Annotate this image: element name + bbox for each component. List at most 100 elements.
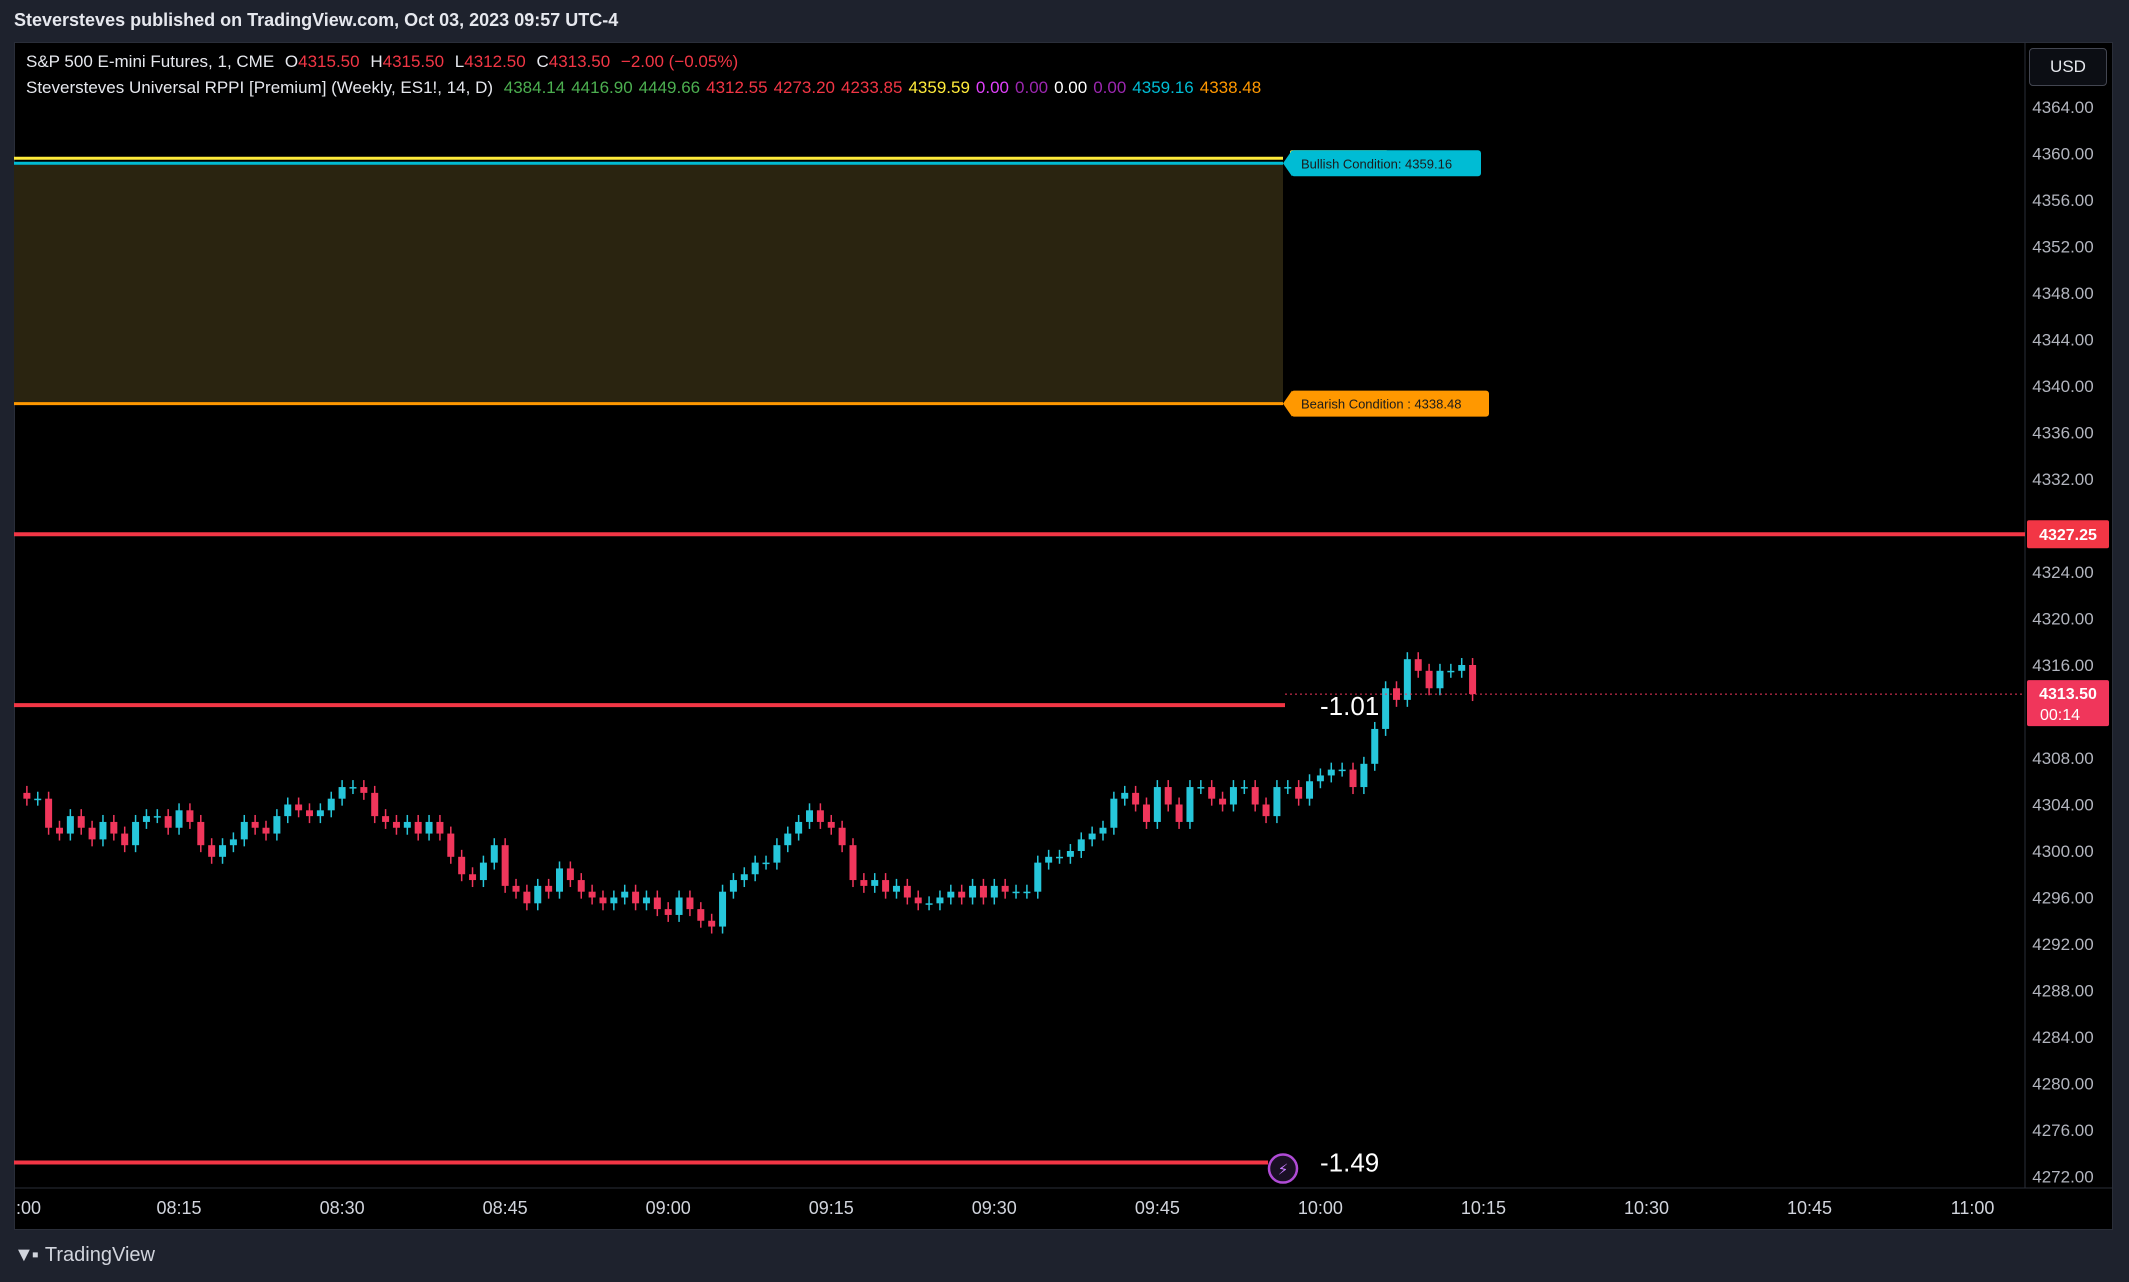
- y-tick-label: 4352.00: [2032, 238, 2093, 257]
- candle: [458, 856, 466, 875]
- candle: [566, 868, 574, 881]
- candle: [490, 845, 498, 863]
- candle: [501, 845, 509, 886]
- candle: [545, 885, 553, 892]
- candle: [708, 920, 716, 927]
- footer: [0, 1230, 2129, 1282]
- candle: [110, 821, 118, 834]
- candle: [34, 798, 42, 801]
- lightning-icon[interactable]: [1267, 1153, 1299, 1184]
- candle: [838, 827, 846, 846]
- x-tick-label: 10:30: [1624, 1198, 1669, 1218]
- candle: [1251, 787, 1259, 805]
- y-tick-label: 4304.00: [2032, 796, 2093, 815]
- candle: [240, 821, 248, 840]
- candle: [1403, 659, 1411, 700]
- y-tick-label: 4356.00: [2032, 191, 2093, 210]
- indicator-value: 4449.66: [638, 78, 701, 97]
- candle: [1034, 862, 1042, 892]
- candle: [164, 816, 172, 828]
- candle: [186, 810, 194, 822]
- candle: [1066, 851, 1074, 857]
- indicator-value: 0.00: [1015, 78, 1049, 97]
- x-tick-label: 10:45: [1787, 1198, 1832, 1218]
- indicator-value: 4233.85: [841, 78, 903, 97]
- high-label: H: [370, 52, 383, 71]
- condition-zone: [14, 163, 1283, 404]
- indicator-value: 0.00: [1054, 78, 1088, 97]
- candle: [1240, 787, 1248, 789]
- publish-line: Steversteves published on TradingView.co…: [14, 10, 619, 30]
- candle: [251, 821, 259, 828]
- candle: [403, 821, 411, 828]
- candle: [349, 787, 357, 789]
- indicator-value: 4359.59: [908, 78, 970, 97]
- candle: [1132, 792, 1140, 805]
- y-tick-label: 4348.00: [2032, 284, 2093, 303]
- candle: [88, 827, 96, 840]
- x-tick-label: 08:30: [320, 1198, 365, 1218]
- candle: [425, 821, 433, 834]
- candle: [1208, 787, 1216, 799]
- x-tick-label: 08:45: [483, 1198, 528, 1218]
- candle: [1327, 769, 1335, 776]
- candle: [55, 827, 63, 834]
- indicator-value: 0.00: [1093, 78, 1127, 97]
- candle: [577, 880, 585, 892]
- indicator-name[interactable]: Steversteves Universal RPPI [Premium] (W…: [26, 78, 494, 97]
- candle: [316, 810, 324, 817]
- candle: [1088, 833, 1096, 840]
- candle: [1110, 798, 1118, 828]
- x-tick-label: 10:00: [1298, 1198, 1343, 1218]
- candle: [1012, 891, 1020, 894]
- candle: [1164, 787, 1172, 805]
- candle: [784, 833, 792, 846]
- candle: [664, 909, 672, 915]
- candle: [512, 885, 520, 892]
- candle: [1469, 665, 1477, 695]
- y-tick-label: 4276.00: [2032, 1121, 2093, 1140]
- x-tick-label: :00: [16, 1198, 41, 1218]
- x-tick-label: 10:15: [1461, 1198, 1506, 1218]
- candle: [262, 827, 270, 834]
- candle: [925, 903, 933, 905]
- candle: [621, 891, 629, 898]
- candle: [882, 880, 890, 892]
- candle: [675, 897, 683, 915]
- candle: [219, 845, 227, 857]
- tradingview-logo[interactable]: ▼▪ TradingView: [14, 1244, 155, 1267]
- candle: [77, 816, 85, 828]
- x-tick-label: 11:00: [1951, 1198, 1995, 1218]
- symbol-name[interactable]: S&P 500 E-mini Futures, 1, CME: [26, 52, 275, 71]
- y-tick-label: 4280.00: [2032, 1075, 2093, 1094]
- resistance-price-tag-bg: [2027, 520, 2109, 549]
- candle: [892, 885, 900, 892]
- resistance-price-tag: 4327.25: [2039, 527, 2097, 544]
- y-tick-label: 4364.00: [2032, 98, 2093, 117]
- last-price-tag-bg: [2027, 680, 2109, 727]
- candle: [773, 845, 781, 863]
- candle: [751, 862, 759, 875]
- y-tick-label: 4308.00: [2032, 749, 2093, 768]
- y-tick-label: 4292.00: [2032, 935, 2093, 954]
- candle: [229, 839, 237, 846]
- currency-button[interactable]: USD: [2029, 48, 2107, 86]
- candle: [1295, 787, 1303, 799]
- candle: [936, 897, 944, 904]
- open-value: 4315.50: [298, 52, 360, 71]
- candle: [447, 833, 455, 857]
- candle: [327, 798, 335, 811]
- candle: [1186, 787, 1194, 822]
- candle: [66, 816, 74, 834]
- change-value: −2.00 (−0.05%): [620, 52, 739, 71]
- x-tick-label: 09:30: [972, 1198, 1017, 1218]
- candle: [1306, 781, 1314, 799]
- bar-countdown: 00:14: [2040, 707, 2080, 724]
- candle: [153, 816, 161, 818]
- candle: [719, 891, 727, 927]
- candle: [273, 816, 281, 834]
- candle: [914, 897, 922, 904]
- bullish-condition-label-bg: [1291, 150, 1481, 177]
- level-value-lower: -1.49: [1320, 1148, 1379, 1178]
